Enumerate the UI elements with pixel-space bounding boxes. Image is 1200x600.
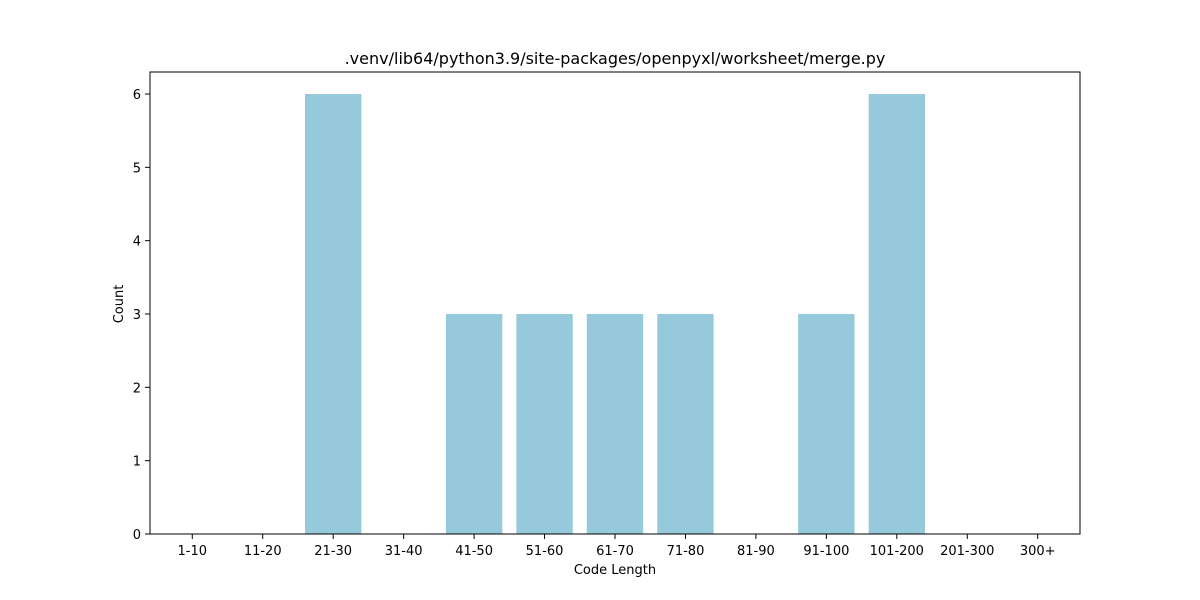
x-tick-label: 11-20 — [244, 544, 282, 559]
chart-title: .venv/lib64/python3.9/site-packages/open… — [345, 49, 886, 68]
y-tick-label: 2 — [133, 381, 141, 396]
bar-61-70 — [586, 314, 644, 534]
x-tick-label: 41-50 — [455, 544, 493, 559]
bar-101-200 — [868, 94, 925, 534]
y-tick-label: 6 — [133, 88, 141, 103]
x-tick-label: 91-100 — [803, 544, 849, 559]
y-tick-label: 4 — [133, 235, 141, 250]
y-tick-label: 1 — [133, 455, 141, 470]
y-axis: 0 1 2 3 4 5 6 — [133, 88, 150, 543]
x-tick-label: 101-200 — [870, 544, 924, 559]
x-tick-label: 300+ — [1020, 544, 1056, 559]
x-tick-label: 201-300 — [940, 544, 994, 559]
bar-51-60 — [516, 314, 573, 534]
y-tick-label: 3 — [133, 308, 141, 323]
bar-91-100 — [798, 314, 855, 534]
x-axis-label: Code Length — [574, 563, 656, 578]
x-tick-label: 61-70 — [596, 544, 634, 559]
bar-41-50 — [445, 314, 503, 534]
x-tick-label: 31-40 — [385, 544, 423, 559]
x-tick-label: 51-60 — [526, 544, 564, 559]
y-tick-label: 0 — [133, 528, 141, 543]
x-tick-label: 81-90 — [737, 544, 775, 559]
bar-71-80 — [657, 314, 714, 534]
bars-group — [305, 94, 925, 534]
x-axis: 1-10 11-20 21-30 31-40 41-50 51-60 61-70 71-80 8… — [178, 534, 1056, 559]
x-tick-label: 71-80 — [667, 544, 705, 559]
y-axis-label: Count — [112, 285, 127, 324]
x-tick-label: 1-10 — [178, 544, 208, 559]
bar-21-30 — [305, 94, 362, 534]
y-tick-label: 5 — [133, 161, 141, 176]
x-tick-label: 21-30 — [314, 544, 352, 559]
